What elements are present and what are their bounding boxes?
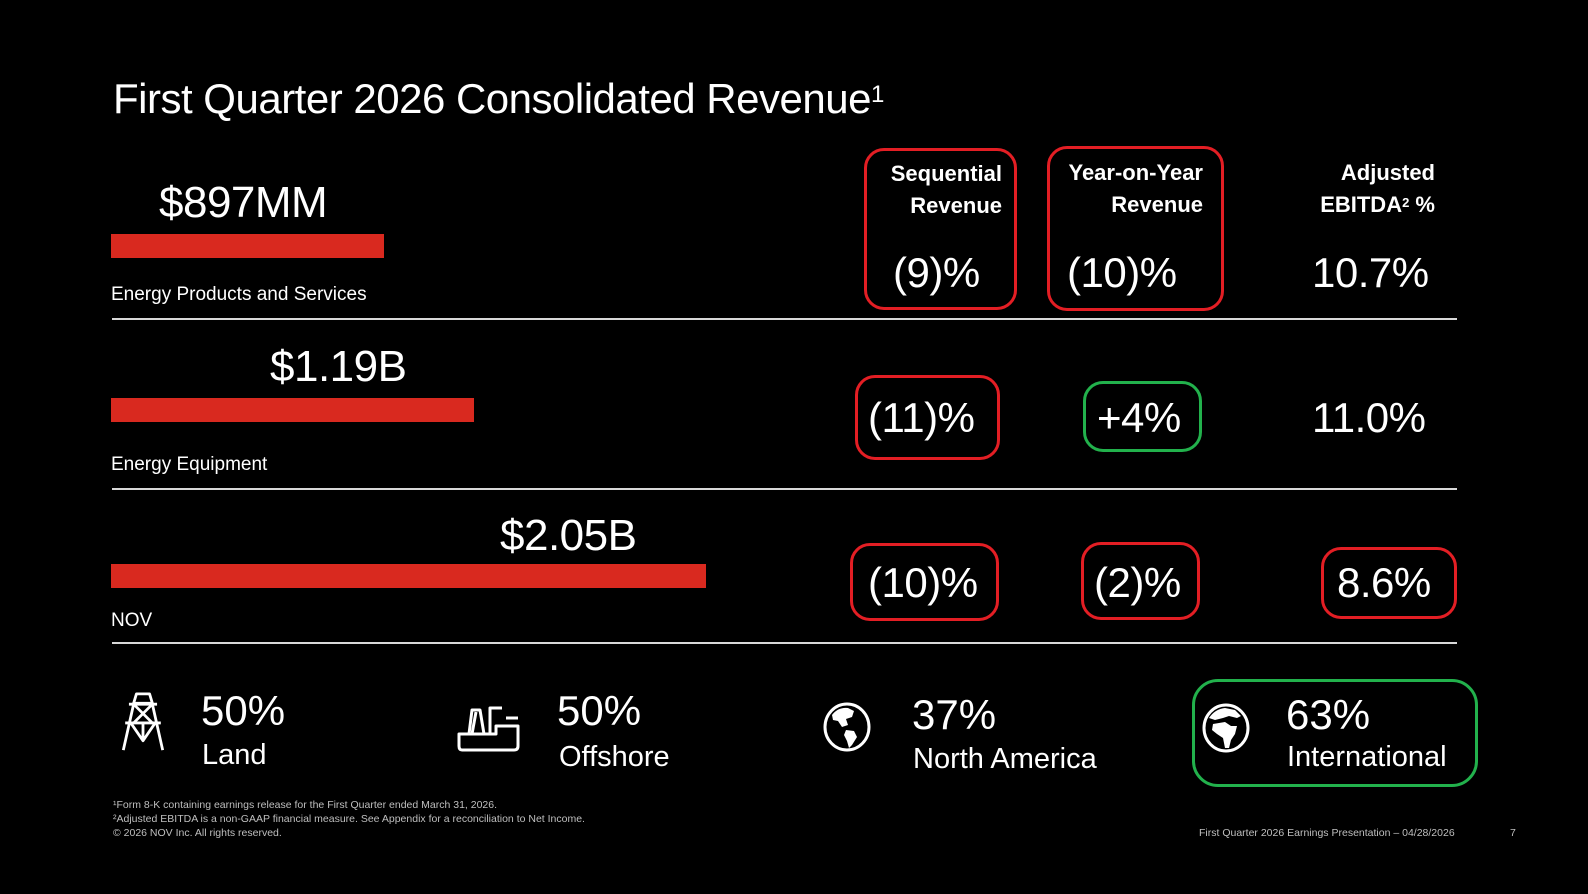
row-divider: [112, 642, 1457, 644]
segment-revenue: $2.05B: [500, 511, 637, 560]
copyright: © 2026 NOV Inc. All rights reserved.: [113, 827, 282, 839]
mix-percent: 50%: [557, 687, 642, 734]
segment-name: Energy Equipment: [111, 454, 268, 475]
sequential-value: (10)%: [868, 559, 978, 606]
row-divider: [112, 488, 1457, 490]
highlight-box-international: [1192, 679, 1478, 787]
mix-label: International: [1287, 741, 1447, 773]
ebitda-value: 10.7%: [1312, 249, 1429, 296]
offshore-vessel-icon: [457, 706, 520, 752]
page-number: 7: [1510, 827, 1516, 839]
ebitda-footnote-marker: 2: [1402, 195, 1410, 210]
title-footnote-marker: 1: [870, 81, 884, 108]
sequential-value: (9)%: [893, 249, 980, 296]
revenue-bar: [111, 234, 384, 258]
footer-presentation-label: First Quarter 2026 Earnings Presentation…: [1199, 827, 1455, 839]
mix-percent: 50%: [201, 687, 286, 734]
footnotes: ¹Form 8-K containing earnings release fo…: [113, 798, 585, 840]
ebitda-suffix: %: [1409, 192, 1435, 217]
highlight-box-yoy-ee: [1083, 381, 1202, 452]
column-header-line: Revenue: [910, 193, 1002, 218]
footnote: ²Adjusted EBITDA is a non-GAAP financial…: [113, 813, 585, 825]
highlight-box-sequential-eps: [864, 148, 1017, 310]
slide-title: First Quarter 2026 Consolidated Revenue1: [113, 72, 884, 126]
segment-name: NOV: [111, 610, 153, 631]
column-header-line: EBITDA2 %: [1280, 189, 1435, 221]
column-header-line: Adjusted: [1340, 160, 1435, 185]
yoy-value: (2)%: [1094, 559, 1181, 606]
highlight-box-yoy-eps: [1047, 146, 1224, 311]
mix-percent: 63%: [1286, 691, 1371, 738]
oil-derrick-icon: [121, 692, 165, 751]
segment-name: Energy Products and Services: [111, 284, 367, 305]
globe-africa-icon: [1202, 703, 1250, 753]
highlight-box-ebitda-nov: [1321, 547, 1457, 619]
ebitda-value: 11.0%: [1312, 394, 1426, 441]
ebitda-label: EBITDA: [1320, 192, 1403, 217]
segment-revenue: $897MM: [159, 178, 328, 227]
sequential-value: (11)%: [868, 394, 975, 441]
mix-percent: 37%: [912, 691, 997, 738]
column-header-ebitda: Adjusted EBITDA2 %: [1280, 157, 1435, 221]
column-header-sequential: Sequential Revenue: [870, 158, 1002, 222]
footnote: ¹Form 8-K containing earnings release fo…: [113, 799, 498, 811]
yoy-value: +4%: [1097, 394, 1181, 441]
highlight-box-sequential-nov: [850, 543, 999, 621]
column-header-line: Year-on-Year: [1068, 160, 1203, 185]
yoy-value: (10)%: [1067, 249, 1177, 296]
slide-title-text: First Quarter 2026 Consolidated Revenue: [113, 75, 871, 122]
column-header-line: Revenue: [1111, 192, 1203, 217]
segment-revenue: $1.19B: [270, 342, 407, 391]
globe-americas-icon: [823, 702, 871, 752]
highlight-box-sequential-ee: [855, 375, 1000, 460]
mix-label: Offshore: [559, 741, 670, 773]
ebitda-value: 8.6%: [1337, 559, 1431, 606]
row-divider: [112, 318, 1457, 320]
column-header-yoy: Year-on-Year Revenue: [1050, 157, 1203, 221]
highlight-box-yoy-nov: [1081, 542, 1200, 620]
revenue-bar: [111, 398, 474, 422]
revenue-bar: [111, 564, 706, 588]
mix-label: North America: [913, 743, 1097, 775]
column-header-line: Sequential: [890, 161, 1002, 186]
mix-label: Land: [202, 739, 267, 771]
